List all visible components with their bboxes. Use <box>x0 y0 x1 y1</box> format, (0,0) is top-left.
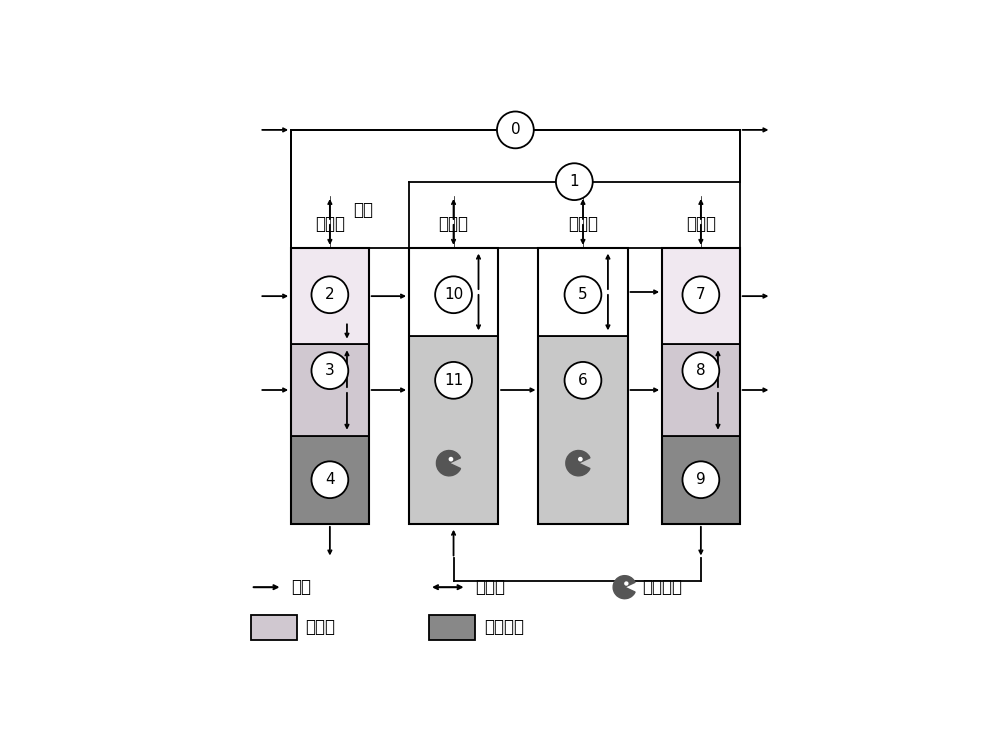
Text: 1: 1 <box>570 174 579 189</box>
Wedge shape <box>613 576 635 598</box>
Circle shape <box>565 362 601 399</box>
Text: 10: 10 <box>444 288 463 303</box>
Circle shape <box>311 276 348 313</box>
Bar <box>538 248 628 524</box>
Bar <box>662 344 740 436</box>
Bar <box>291 248 369 524</box>
Circle shape <box>556 164 593 200</box>
Bar <box>291 248 369 344</box>
Bar <box>291 130 740 248</box>
Text: 大气: 大气 <box>353 202 373 220</box>
Text: 平流: 平流 <box>291 578 311 596</box>
Circle shape <box>449 457 453 461</box>
Text: 扩散流: 扩散流 <box>475 578 505 596</box>
Circle shape <box>682 276 719 313</box>
Bar <box>251 615 297 640</box>
Bar <box>429 615 475 640</box>
Circle shape <box>311 462 348 498</box>
Text: 9: 9 <box>696 472 706 487</box>
Circle shape <box>579 457 582 461</box>
Bar <box>662 248 740 524</box>
Text: 4: 4 <box>325 472 335 487</box>
Bar <box>291 344 369 436</box>
Text: 曝气池: 曝气池 <box>568 215 598 233</box>
Text: 二沉池: 二沉池 <box>686 215 716 233</box>
Text: 0: 0 <box>511 123 520 137</box>
Text: 6: 6 <box>578 373 588 388</box>
Bar <box>662 436 740 524</box>
Text: 初沉池: 初沉池 <box>315 215 345 233</box>
Bar <box>409 248 498 336</box>
Circle shape <box>565 276 601 313</box>
Bar <box>538 248 628 336</box>
Circle shape <box>682 462 719 498</box>
Text: 2: 2 <box>325 288 335 303</box>
Text: 7: 7 <box>696 288 706 303</box>
Bar <box>538 336 628 524</box>
Bar <box>291 436 369 524</box>
Text: 8: 8 <box>696 363 706 378</box>
Text: 5: 5 <box>578 288 588 303</box>
Circle shape <box>625 582 628 585</box>
Text: 11: 11 <box>444 373 463 388</box>
Text: 生物降解: 生物降解 <box>642 578 682 596</box>
Circle shape <box>497 111 534 149</box>
Text: 悬浮固: 悬浮固 <box>305 619 335 636</box>
Text: 3: 3 <box>325 363 335 378</box>
Circle shape <box>435 362 472 399</box>
Text: 厌氧池: 厌氧池 <box>439 215 469 233</box>
Circle shape <box>435 276 472 313</box>
Bar <box>409 336 498 524</box>
Bar <box>409 248 498 524</box>
Circle shape <box>311 353 348 389</box>
Wedge shape <box>566 450 590 476</box>
Wedge shape <box>436 450 461 476</box>
Text: 沉积污泥: 沉积污泥 <box>484 619 524 636</box>
Circle shape <box>682 353 719 389</box>
Bar <box>662 248 740 344</box>
